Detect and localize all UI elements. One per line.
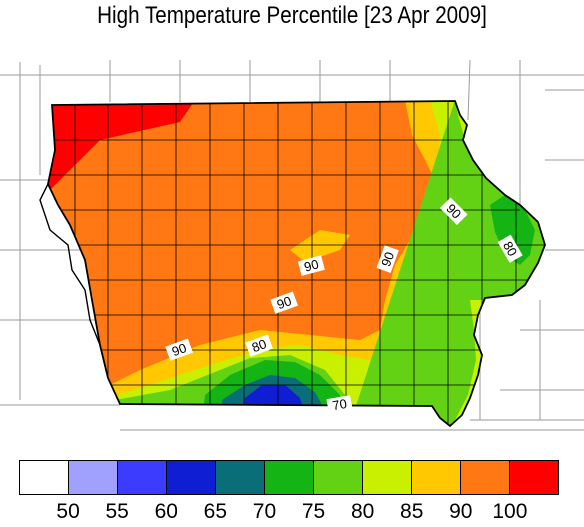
legend-bin: [314, 461, 363, 494]
contour-label-90-mid: 90: [275, 293, 294, 312]
legend-tick-label: 70: [252, 500, 277, 523]
surrounding-county-lines: [0, 59, 584, 431]
legend-tick-label: 55: [105, 500, 129, 523]
band-100-plus: [48, 101, 195, 195]
iowa-state-outline: [47, 100, 546, 428]
legend-tick-label: 90: [449, 500, 473, 523]
contour-label-80-s: 80: [250, 336, 269, 355]
legend-bin: [363, 461, 412, 494]
legend-tick-label: 80: [350, 500, 375, 523]
contour-labels: 90 80 70 90 90 90 90 80: [165, 197, 523, 415]
percentile-fills: [48, 101, 545, 426]
legend-bin: [265, 461, 314, 494]
legend-tick-label: 75: [301, 500, 326, 523]
legend-bin: [69, 461, 118, 494]
legend-tick-label: 100: [492, 500, 528, 523]
legend-bin: [167, 461, 216, 494]
legend-bin: [20, 461, 69, 494]
missouri-river-line: [39, 183, 101, 346]
contour-label-80-e: 80: [500, 239, 520, 259]
band-85-90-se: [470, 300, 545, 426]
legend-bin: [412, 461, 461, 494]
legend-tick-label: 60: [154, 500, 178, 523]
legend-tick-label: 65: [203, 500, 228, 523]
iowa-county-lines: [48, 101, 545, 426]
contour-label-90-c: 90: [302, 256, 320, 274]
legend-bin: [216, 461, 265, 494]
contour-label-90-ce: 90: [378, 250, 397, 269]
legend-bin: [118, 461, 167, 494]
map-title: High Temperature Percentile [23 Apr 2009…: [97, 2, 487, 29]
contour-label-70-s: 70: [331, 396, 348, 413]
legend-tick-label: 85: [400, 500, 424, 523]
legend-tick-label: 50: [56, 500, 80, 523]
legend-bin: [461, 461, 510, 494]
contour-label-90-sw: 90: [170, 340, 189, 359]
color-legend-bar: [19, 460, 559, 495]
legend-bin: [510, 461, 558, 494]
